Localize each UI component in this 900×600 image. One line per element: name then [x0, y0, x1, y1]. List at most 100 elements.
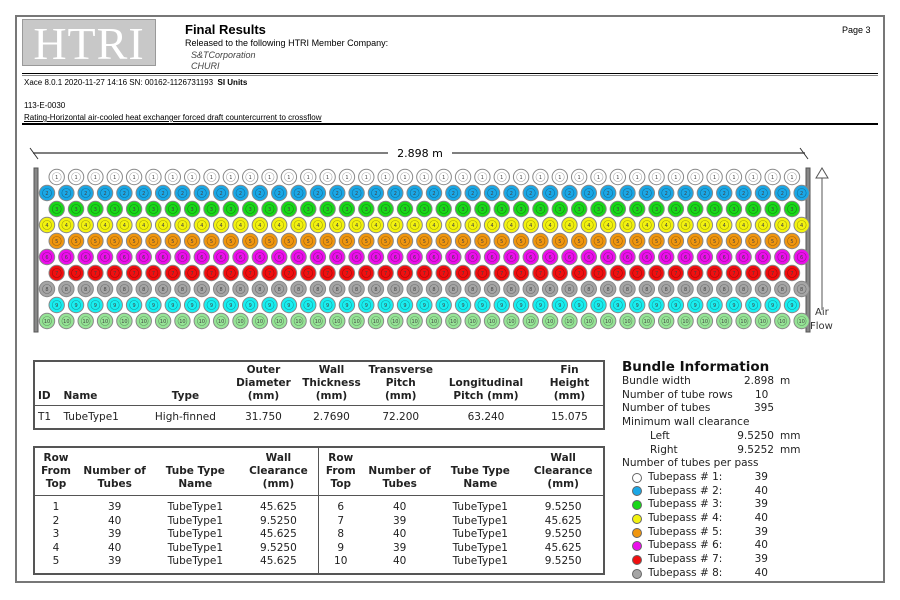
units-label: SI Units: [217, 78, 248, 87]
tube-pass-number: 7: [152, 271, 155, 277]
tube-pass-number: 7: [442, 271, 445, 277]
tube-pass-number: 7: [287, 271, 290, 277]
tube-pass-1: [396, 168, 414, 186]
tube-pass-number: 8: [781, 287, 784, 293]
tube-pass-number: 5: [752, 239, 755, 245]
tube-pass-number: 7: [365, 271, 368, 277]
tube-core: [303, 172, 314, 182]
tube-pass-number: 3: [268, 207, 271, 213]
tube-pass-number: 2: [258, 191, 261, 197]
tube-pass-5: [783, 232, 801, 250]
tube-pass-number: 1: [403, 175, 406, 181]
tube-core: [216, 284, 226, 294]
tube-core: [206, 204, 217, 214]
tube-core: [680, 316, 691, 326]
tube-pass-7: [377, 264, 394, 282]
tube-core: [583, 188, 594, 198]
tube-pass-8: [193, 280, 211, 298]
tube-pass-3: [454, 200, 472, 218]
tube-pass-9: [667, 296, 685, 314]
column-header: Number of Tubes: [77, 447, 153, 496]
tube-core: [477, 300, 488, 310]
tube-pass-number: 7: [326, 271, 329, 277]
tube-pass-number: 10: [798, 319, 804, 325]
tube-pass-2: [232, 184, 249, 202]
tube-pass-5: [435, 232, 452, 250]
tube-core: [255, 284, 265, 294]
tube-pass-number: 6: [452, 255, 455, 261]
tubepass-color-icon: [632, 541, 642, 552]
tube-pass-5: [764, 232, 781, 250]
tube-core: [719, 188, 730, 198]
tube-core: [390, 188, 401, 198]
tube-pass-number: 1: [287, 175, 290, 181]
tube-pass-number: 10: [44, 319, 50, 325]
tube-core: [187, 300, 197, 310]
table-cell: TubeType1: [63, 411, 119, 423]
tube-pass-number: 5: [558, 239, 561, 245]
tube-pass-8: [774, 280, 791, 298]
tube-core: [274, 252, 285, 262]
tube-pass-number: 7: [229, 271, 232, 277]
table-cell: 40: [107, 514, 122, 527]
tube-pass-2: [677, 184, 694, 202]
tube-pass-7: [551, 264, 568, 282]
tube-core: [42, 220, 52, 230]
tube-pass-6: [464, 248, 481, 266]
tube-pass-4: [58, 216, 75, 234]
tube-pass-10: [735, 312, 752, 330]
tube-pass-number: 4: [626, 223, 629, 229]
tube-pass-number: 4: [200, 223, 203, 229]
tube-pass-6: [251, 248, 269, 266]
tube-pass-number: 8: [162, 287, 165, 293]
tube-core: [158, 188, 168, 198]
tube-core: [226, 204, 236, 214]
table-cell: 9: [318, 541, 362, 555]
tube-pass-number: 8: [529, 287, 532, 293]
tube-core: [758, 220, 768, 230]
tube-core: [458, 236, 468, 246]
tube-core: [709, 172, 720, 182]
tube-pass-6: [522, 248, 539, 266]
tube-pass-9: [300, 296, 317, 314]
tube-pass-10: [174, 312, 191, 330]
tube-pass-number: 4: [84, 223, 87, 229]
tube-pass-number: 4: [239, 223, 242, 229]
tube-core: [322, 204, 333, 214]
tube-pass-number: 5: [384, 239, 387, 245]
tube-pass-number: 9: [94, 303, 97, 309]
tube-core: [129, 172, 139, 182]
tube-pass-number: 8: [490, 287, 493, 293]
tube-pass-number: 2: [452, 191, 455, 197]
tube-pass-number: 4: [394, 223, 397, 229]
tube-pass-number: 1: [268, 175, 271, 181]
tube-pass-number: 7: [113, 271, 116, 277]
tube-pass-number: 5: [152, 239, 155, 245]
tube-pass-6: [174, 248, 191, 266]
tube-core: [264, 172, 275, 182]
tubepass-color-icon: [632, 527, 642, 538]
tube-pass-7: [145, 264, 162, 282]
tube-core: [313, 220, 323, 230]
tube-pass-number: 10: [605, 319, 611, 325]
tube-core: [293, 284, 304, 294]
tube-pass-3: [222, 200, 240, 218]
tube-pass-number: 8: [142, 287, 145, 293]
tube-core: [168, 268, 178, 278]
table-cell: 40: [392, 501, 407, 513]
tube-pass-9: [377, 296, 394, 314]
tube-pass-number: 6: [65, 255, 68, 261]
bundle-information: Bundle Information Bundle width 2.898 m Nu…: [622, 359, 800, 581]
tube-core: [235, 316, 246, 326]
tube-core: [119, 316, 130, 326]
tube-pass-9: [261, 296, 278, 314]
tube-core: [264, 236, 275, 246]
tube-core: [100, 188, 110, 198]
tube-pass-3: [338, 200, 356, 218]
tube-pass-4: [309, 216, 327, 234]
tube-pass-number: 6: [278, 255, 281, 261]
tube-pass-6: [541, 248, 559, 266]
tube-pass-number: 8: [220, 287, 223, 293]
tube-pass-6: [193, 248, 211, 266]
tube-core: [235, 252, 246, 262]
